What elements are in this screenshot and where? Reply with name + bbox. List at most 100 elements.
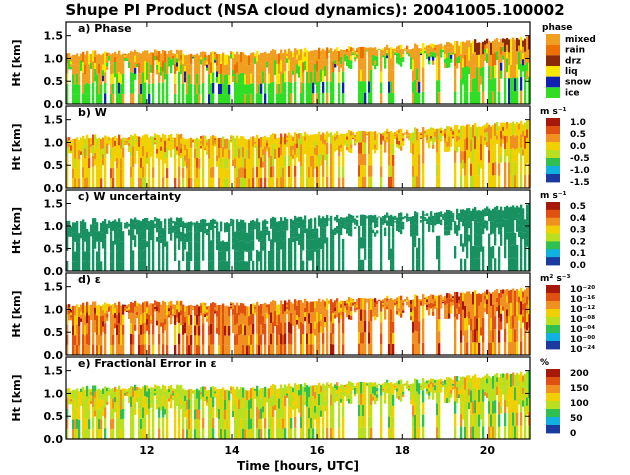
panel-a-cell [372, 58, 375, 63]
panel-a-cell [242, 62, 245, 74]
panel-c-cell [254, 225, 257, 228]
panel-b-cell [338, 166, 341, 178]
panel-b-cell [222, 177, 225, 188]
panel-e-cell [108, 389, 111, 391]
panel-e-cell [156, 395, 159, 400]
panel-d-cell [90, 310, 93, 314]
panel-e-cell [90, 400, 93, 404]
panel-c-cell [198, 242, 201, 252]
panel-c-cell [402, 221, 405, 225]
panel-a-cell [116, 64, 119, 75]
panel-d-cell [322, 299, 325, 311]
panel-e-cell [116, 429, 119, 439]
panel-d-cell [422, 318, 425, 331]
panel-c-cell [478, 234, 481, 247]
panel-c-cell [380, 228, 383, 239]
panel-c-cell [264, 229, 267, 241]
panel-a-cell [234, 64, 237, 75]
panel-a-cell [276, 54, 279, 65]
panel-d-cell [82, 323, 85, 335]
panel-b-cell [88, 138, 91, 149]
panel-b-cell [76, 147, 79, 158]
panel-c-cell [228, 232, 231, 243]
panel-b-cell [196, 147, 199, 158]
panel-d-cell [212, 302, 215, 313]
panel-d-cell [156, 315, 159, 321]
panel-e-cell [124, 390, 127, 392]
panel-b-cell [238, 178, 241, 188]
panel-d-cell [70, 315, 73, 318]
panel-b-cell [482, 163, 485, 176]
panel-e-cell [150, 395, 153, 400]
panel-d-cell [176, 300, 179, 305]
panel-b-cell [382, 139, 385, 142]
panel-c-cell [324, 218, 327, 224]
panel-c-cell [322, 216, 325, 228]
panel-a-cell [216, 65, 219, 72]
panel-d-cell [488, 317, 491, 330]
panel-d-cell [422, 294, 425, 307]
panel-b-cell [78, 140, 81, 150]
panel-c-cell [252, 240, 255, 251]
panel-c-cell [352, 217, 355, 219]
panel-b-cell [494, 123, 497, 137]
panel-d-cell [356, 303, 359, 306]
panel-a-cell [474, 91, 477, 104]
panel-c-cell [322, 227, 325, 239]
panel-a-cell [134, 67, 137, 74]
panel-d-cell [376, 307, 379, 311]
panel-d-cell [340, 311, 343, 316]
panel-a-cell [500, 38, 503, 47]
panel-b-cell [458, 132, 461, 137]
panel-d-cell [438, 319, 441, 332]
panel-c-cell [516, 218, 519, 232]
panel-e-cell [110, 409, 113, 420]
panel-d-cell [146, 319, 149, 325]
panel-d-cell [344, 307, 347, 311]
panel-c-cell [174, 251, 177, 262]
panel-d-cell [290, 323, 293, 334]
panel-d-cell [458, 306, 461, 311]
panel-a-cell [124, 58, 127, 60]
panel-d-cell [486, 299, 489, 305]
panel-d-cell [190, 324, 193, 335]
panel-b-cell [194, 178, 197, 188]
panel-c-cell [164, 241, 167, 247]
panel-b-cell [384, 131, 387, 136]
panel-b-cell [386, 139, 389, 143]
panel-a-cell [362, 92, 365, 104]
panel-b-cell [308, 135, 311, 147]
panel-d-cell [346, 310, 349, 314]
panel-d-cell [246, 306, 249, 317]
panel-c-cell [110, 231, 113, 242]
panel-e-cell [132, 428, 135, 439]
panel-a-cell [292, 70, 295, 75]
panel-a-cell [246, 84, 249, 95]
panel-c-cell [236, 260, 239, 271]
panel-d-cell [164, 301, 167, 308]
panel-d-cell [70, 309, 73, 313]
panel-b-cell [192, 141, 195, 143]
panel-b-cell [382, 134, 385, 136]
panel-a-cell [188, 94, 191, 104]
panel-d-cell [118, 312, 121, 323]
panel-a-cell [100, 74, 103, 85]
panel-d-cell [354, 303, 357, 307]
panel-a-cell [224, 84, 227, 95]
panel-d-cell [86, 344, 89, 355]
panel-d-cell [218, 304, 221, 315]
panel-e-cell [82, 428, 85, 439]
panel-e-cell [102, 410, 105, 417]
panel-d-cell [208, 335, 211, 346]
panel-c-cell [506, 232, 509, 240]
panel-e-cell [138, 418, 141, 429]
panel-d-cell [296, 319, 299, 325]
panel-b-cell [138, 157, 141, 168]
panel-d-cell [150, 311, 153, 316]
panel-b-frame [65, 105, 531, 189]
panel-c-cell [498, 209, 501, 223]
panel-c-cell [132, 250, 135, 261]
panel-d-cell [288, 321, 291, 333]
panel-b-cell [408, 137, 411, 139]
panel-a-cell [130, 82, 133, 94]
